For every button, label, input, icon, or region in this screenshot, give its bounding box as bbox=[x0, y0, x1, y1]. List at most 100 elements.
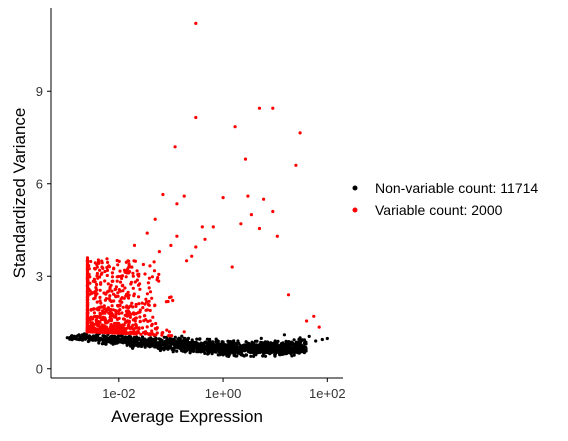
non-variable-point bbox=[113, 341, 118, 345]
variable-point bbox=[129, 304, 133, 308]
variable-point bbox=[132, 312, 136, 316]
x-tick-label: 1e+00 bbox=[205, 386, 242, 401]
variable-point bbox=[88, 281, 92, 285]
variable-point bbox=[152, 269, 157, 273]
variable-point bbox=[85, 259, 90, 263]
non-variable-point bbox=[220, 340, 224, 344]
variable-point bbox=[116, 291, 120, 295]
non-variable-point bbox=[85, 335, 89, 339]
variable-point bbox=[153, 217, 157, 221]
non-variable-point bbox=[273, 354, 277, 358]
variable-point bbox=[100, 323, 104, 327]
variable-point bbox=[167, 330, 171, 334]
non-variable-point bbox=[80, 336, 84, 341]
non-variable-point bbox=[208, 343, 212, 348]
variable-point bbox=[221, 196, 225, 200]
variable-point bbox=[143, 272, 147, 276]
variable-point bbox=[104, 309, 108, 313]
non-variable-point bbox=[206, 352, 210, 356]
variable-point bbox=[109, 283, 113, 287]
non-variable-point bbox=[259, 336, 263, 340]
variable-point bbox=[122, 268, 127, 272]
variable-point bbox=[115, 258, 119, 263]
variable-point bbox=[135, 278, 139, 282]
non-variable-point bbox=[249, 354, 253, 358]
variable-point bbox=[86, 295, 90, 299]
variable-point bbox=[132, 259, 136, 263]
non-variable-point bbox=[189, 343, 193, 347]
non-variable-point bbox=[272, 346, 276, 350]
non-variable-point bbox=[184, 340, 188, 344]
variable-point bbox=[112, 331, 116, 335]
variable-point bbox=[166, 299, 170, 304]
non-variable-point bbox=[208, 348, 212, 352]
variable-point bbox=[85, 311, 90, 315]
variable-point bbox=[134, 331, 139, 335]
variable-point bbox=[110, 271, 114, 275]
non-variable-point bbox=[267, 351, 272, 355]
variable-point bbox=[137, 327, 141, 331]
variable-point bbox=[100, 309, 105, 313]
variable-point bbox=[116, 263, 120, 267]
variable-point bbox=[145, 292, 149, 296]
variable-point bbox=[124, 314, 129, 318]
variable-point bbox=[233, 125, 237, 129]
non-variable-point bbox=[269, 341, 273, 345]
variable-point bbox=[117, 324, 121, 328]
variable-point bbox=[144, 297, 148, 301]
variable-point bbox=[98, 295, 102, 299]
variable-point bbox=[194, 115, 198, 120]
variable-point bbox=[148, 308, 152, 313]
non-variable-point bbox=[272, 348, 276, 352]
non-variable-point bbox=[168, 346, 172, 350]
non-variable-point bbox=[251, 350, 255, 354]
variable-point bbox=[175, 234, 179, 238]
variable-point bbox=[185, 259, 189, 263]
variable-point bbox=[103, 279, 107, 283]
variable-point bbox=[129, 330, 133, 334]
variable-point bbox=[146, 319, 150, 323]
non-variable-point bbox=[290, 350, 294, 354]
variable-point bbox=[106, 260, 110, 264]
variable-point bbox=[99, 282, 103, 286]
non-variable-point bbox=[97, 341, 101, 345]
variable-point bbox=[115, 327, 119, 331]
non-variable-point bbox=[227, 344, 231, 348]
non-variable-point bbox=[203, 346, 207, 351]
non-variable-point bbox=[285, 346, 290, 350]
non-variable-point bbox=[225, 351, 229, 355]
variable-point bbox=[105, 290, 109, 294]
variable-point bbox=[140, 301, 144, 305]
variable-point bbox=[129, 282, 133, 286]
variable-point bbox=[175, 202, 179, 206]
variable-point bbox=[131, 274, 135, 278]
variable-point bbox=[85, 328, 90, 332]
variable-point bbox=[109, 319, 113, 323]
non-variable-point bbox=[156, 341, 160, 345]
non-variable-point bbox=[129, 341, 133, 345]
non-variable-point bbox=[126, 338, 130, 342]
variable-point bbox=[93, 280, 97, 284]
variable-point bbox=[136, 311, 140, 315]
variable-point bbox=[148, 290, 153, 294]
y-tick-label: 0 bbox=[36, 361, 43, 376]
variable-point bbox=[106, 282, 110, 286]
variable-point bbox=[105, 331, 109, 335]
non-variable-point bbox=[113, 337, 117, 341]
non-variable-point bbox=[125, 335, 129, 339]
non-variable-point bbox=[136, 341, 140, 345]
non-variable-point bbox=[82, 332, 86, 336]
non-variable-point bbox=[222, 350, 226, 354]
non-variable-point bbox=[240, 349, 245, 353]
variable-point bbox=[85, 283, 90, 287]
variable-point bbox=[114, 321, 118, 325]
variable-point bbox=[85, 307, 90, 311]
variable-point bbox=[135, 269, 139, 273]
variable-point bbox=[131, 271, 135, 275]
variable-point bbox=[96, 320, 100, 325]
variable-point bbox=[275, 234, 279, 238]
variable-point bbox=[110, 304, 114, 308]
variable-point bbox=[110, 289, 114, 293]
non-variable-point bbox=[181, 349, 185, 353]
variable-point bbox=[143, 302, 147, 306]
